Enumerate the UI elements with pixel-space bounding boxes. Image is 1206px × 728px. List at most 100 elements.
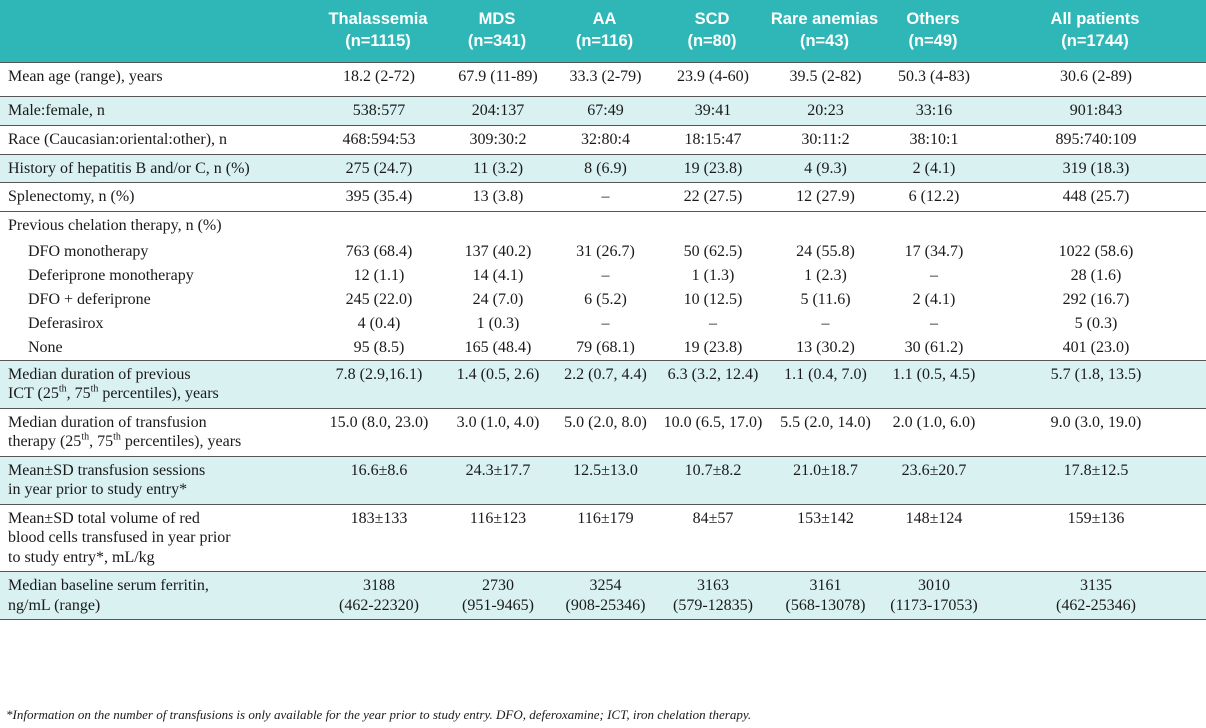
cell: 763 (68.4): [345, 242, 413, 260]
cell: 11 (3.2): [442, 153, 552, 183]
row-label: None: [28, 338, 63, 356]
cell: 309:30:2: [442, 124, 552, 154]
cell: 148±124: [882, 503, 984, 572]
cell: 24 (55.8): [796, 242, 855, 260]
cell: 31 (26.7): [576, 242, 635, 260]
row-label: DFO monotherapy: [28, 242, 149, 260]
cell: 2.0 (1.0, 6.0): [882, 407, 984, 456]
row-label: History of hepatitis B and/or C, n (%): [0, 153, 314, 183]
cell: 19 (23.8): [683, 338, 743, 356]
cell: 3.0 (1.0, 4.0): [442, 407, 552, 456]
row-label: Previous chelation therapy, n (%): [0, 211, 1206, 240]
row-label: Mean±SD total volume of red blood cells …: [0, 503, 314, 572]
cell: 22 (27.5): [657, 182, 767, 212]
header-cell-others: Others (n=49): [882, 0, 984, 63]
label-line: in year prior to study entry*: [8, 481, 188, 498]
cell: 6.3 (3.2, 12.4): [657, 359, 767, 408]
cell: 5.0 (2.0, 8.0): [552, 407, 657, 456]
row-deferasirox: Deferasirox 4 (0.4) 1 (0.3) – – – – 5 (0.3): [0, 312, 1206, 336]
cell: 159±136: [984, 503, 1206, 572]
cell: 401 (23.0): [1062, 338, 1130, 356]
cell: 17 (34.7): [904, 242, 964, 260]
row-median-ict: Median duration of previous ICT (25th, 7…: [0, 359, 1206, 408]
row-label: Race (Caucasian:oriental:other), n: [0, 124, 314, 154]
cell: 1.1 (0.5, 4.5): [882, 359, 984, 408]
row-previous-chelation: Previous chelation therapy, n (%): [0, 211, 1206, 240]
label-line: therapy (25th, 75th percentiles), years: [8, 431, 242, 450]
row-label: Median duration of previous ICT (25th, 7…: [0, 359, 314, 408]
cell: 5.7 (1.8, 13.5): [984, 359, 1206, 408]
cell: 9.0 (3.0, 19.0): [984, 407, 1206, 456]
cell: 1 (1.3): [691, 266, 735, 284]
cell: 79 (68.1): [576, 338, 635, 356]
cell: 24.3±17.7: [442, 455, 552, 504]
cell: 19 (23.8): [657, 153, 767, 183]
cell: 137 (40.2): [464, 242, 532, 260]
cell: 95 (8.5): [353, 338, 405, 356]
cell: 33:16: [882, 96, 984, 125]
cell: 5 (0.3): [1074, 314, 1118, 332]
row-label: Male:female, n: [0, 96, 314, 125]
label-line: ng/mL (range): [8, 596, 101, 614]
cell: 23.6±20.7: [882, 455, 984, 504]
cell: 3163 (579-12835): [657, 571, 767, 620]
cell: 39:41: [657, 96, 767, 125]
row-hepatitis: History of hepatitis B and/or C, n (%) 2…: [0, 153, 1206, 183]
header-cell-aa: AA (n=116): [552, 0, 657, 63]
cell: 895:740:109: [984, 124, 1206, 154]
row-transfusion-sessions: Mean±SD transfusion sessions in year pri…: [0, 455, 1206, 504]
cell: 5.5 (2.0, 14.0): [767, 407, 882, 456]
cell: 183±133: [314, 503, 442, 572]
row-label: Deferasirox: [28, 314, 104, 332]
cell: 448 (25.7): [984, 182, 1206, 212]
cell: 12 (27.9): [767, 182, 882, 212]
row-deferiprone-monotherapy: Deferiprone monotherapy 12 (1.1) 14 (4.1)…: [0, 264, 1206, 288]
cell: 13 (3.8): [442, 182, 552, 212]
cell: 319 (18.3): [984, 153, 1206, 183]
label-line: Mean±SD total volume of red: [8, 509, 200, 527]
cell: 24 (7.0): [472, 290, 524, 308]
header-cell-label: [0, 0, 314, 63]
cell: 204:137: [442, 96, 552, 125]
cell: 4 (9.3): [767, 153, 882, 183]
cell: 39.5 (2-82): [767, 62, 882, 97]
header-cell-mds: MDS (n=341): [442, 0, 552, 63]
cell: 17.8±12.5: [984, 455, 1206, 504]
cell: 50.3 (4-83): [882, 62, 984, 97]
row-mean-age: Mean age (range), years 18.2 (2-72) 67.9 …: [0, 62, 1206, 97]
cell: 116±123: [442, 503, 552, 572]
cell: –: [601, 266, 610, 284]
header-cell-scd: SCD (n=80): [657, 0, 767, 63]
cell: 30.6 (2-89): [984, 62, 1206, 97]
cell: 50 (62.5): [683, 242, 743, 260]
header-cell-all-patients: All patients (n=1744): [984, 0, 1206, 63]
cell: –: [821, 314, 830, 332]
cell: 2 (4.1): [912, 290, 956, 308]
cell: 18.2 (2-72): [314, 62, 442, 97]
cell: 14 (4.1): [472, 266, 524, 284]
cell: 13 (30.2): [796, 338, 855, 356]
row-label: Deferiprone monotherapy: [28, 266, 194, 284]
cell: 153±142: [767, 503, 882, 572]
cell: 538:577: [314, 96, 442, 125]
cell: 16.6±8.6: [314, 455, 442, 504]
row-race: Race (Caucasian:oriental:other), n 468:5…: [0, 124, 1206, 154]
row-serum-ferritin: Median baseline serum ferritin, ng/mL (r…: [0, 571, 1206, 620]
cell: 2.2 (0.7, 4.4): [552, 359, 657, 408]
cell: 33.3 (2-79): [552, 62, 657, 97]
cell: 275 (24.7): [314, 153, 442, 183]
cell: 15.0 (8.0, 23.0): [314, 407, 442, 456]
cell: 12 (1.1): [353, 266, 405, 284]
cell: 32:80:4: [552, 124, 657, 154]
row-label: Mean±SD transfusion sessions in year pri…: [0, 455, 314, 504]
cell: 468:594:53: [314, 124, 442, 154]
cell: 18:15:47: [657, 124, 767, 154]
row-label: Mean age (range), years: [0, 62, 314, 97]
cell: 1 (0.3): [476, 314, 520, 332]
cell: 3188 (462-22320): [314, 571, 442, 620]
cell: 1.4 (0.5, 2.6): [442, 359, 552, 408]
label-line: to study entry*, mL/kg: [8, 548, 155, 566]
cell: 245 (22.0): [345, 290, 413, 308]
cell: 2730 (951-9465): [442, 571, 552, 620]
